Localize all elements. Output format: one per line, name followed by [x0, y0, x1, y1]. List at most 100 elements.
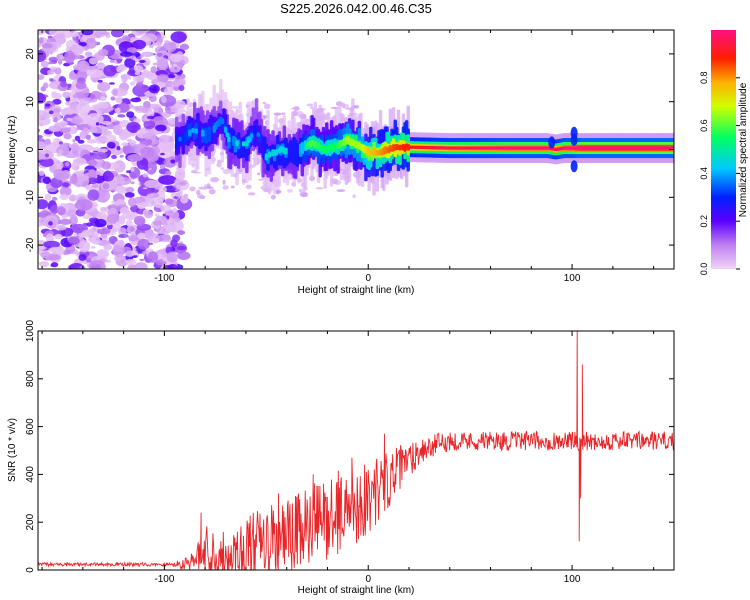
- heatmap-ridge-cell: [284, 147, 288, 155]
- heatmap-noise-cell: [160, 95, 167, 104]
- snr-xlabel: Height of straight line (km): [298, 585, 415, 596]
- heatmap-noise-cell: [146, 110, 155, 118]
- heatmap-noise-cell: [143, 120, 156, 130]
- heatmap-noise-cell: [126, 138, 133, 142]
- heatmap-noise-cell: [42, 176, 51, 184]
- heatmap-halo-cell: [210, 176, 220, 183]
- heatmap-noise-cell: [126, 121, 141, 133]
- heatmap-noise-cell: [100, 95, 107, 102]
- heatmap-noise-cell: [116, 65, 124, 73]
- heatmap-noise-cell: [169, 53, 183, 63]
- heatmap-noise-cell: [65, 101, 71, 106]
- snr-series-line: [38, 331, 674, 570]
- heatmap-noise-cell: [81, 30, 94, 36]
- heatmap-halo-cell: [275, 190, 280, 195]
- heatmap-noise-cell: [44, 193, 52, 201]
- heatmap-noise-cell: [170, 159, 176, 164]
- heatmap-noise-cell: [133, 65, 144, 73]
- snr-ylabel: SNR (10 * v/v): [7, 418, 18, 482]
- heatmap-halo-cell: [235, 108, 239, 115]
- heatmap-xtick-label: 100: [564, 273, 581, 284]
- heatmap-noise-cell: [58, 59, 63, 65]
- heatmap-noise-cell: [170, 222, 175, 226]
- heatmap-noise-cell: [117, 215, 126, 225]
- heatmap-noise-cell: [174, 67, 178, 70]
- heatmap-noise-cell: [63, 205, 67, 209]
- heatmap-noise-cell: [119, 207, 130, 214]
- heatmap-noise-cell: [163, 87, 174, 96]
- heatmap-noise-cell: [109, 82, 115, 85]
- heatmap-noise-cell: [91, 183, 99, 189]
- heatmap-xlabel: Height of straight line (km): [298, 285, 415, 296]
- heatmap-noise-cell: [69, 175, 78, 185]
- heatmap-halo-cell: [352, 194, 357, 199]
- heatmap-halo-cell: [231, 106, 240, 109]
- heatmap-halo-cell: [203, 184, 208, 191]
- heatmap-noise-cell: [116, 145, 121, 151]
- snr-frame: [37, 330, 675, 571]
- heatmap-noise-cell: [176, 245, 187, 251]
- heatmap-halo-cell: [263, 103, 271, 110]
- heatmap-noise-cell: [112, 124, 123, 135]
- heatmap-ridge-cell: [235, 140, 239, 147]
- heatmap-noise-cell: [172, 234, 181, 243]
- heatmap-noise-cell: [143, 62, 149, 66]
- heatmap-noise-cell: [62, 91, 71, 99]
- heatmap-noise-cell: [38, 141, 47, 150]
- heatmap-noise-cell: [88, 159, 98, 167]
- heatmap-noise-cell: [38, 74, 45, 80]
- heatmap-ridge-cell: [183, 131, 187, 146]
- heatmap-noise-cell: [46, 69, 55, 75]
- heatmap-noise-cell: [122, 246, 132, 252]
- heatmap-noise-cell: [172, 207, 177, 213]
- heatmap-noise-cell: [130, 36, 137, 43]
- heatmap-noise-cell: [124, 57, 136, 68]
- heatmap-noise-cell: [78, 108, 83, 113]
- heatmap-noise-cell: [85, 184, 93, 191]
- colorbar-tick-label: 0.6: [699, 119, 709, 132]
- snr-ytick-label: 1000: [25, 319, 36, 342]
- heatmap-noise-cell: [72, 139, 76, 143]
- heatmap-noise-cell: [78, 175, 90, 188]
- heatmap-noise-cell: [96, 136, 107, 143]
- heatmap-noise-cell: [96, 228, 111, 235]
- heatmap-noise-cell: [51, 91, 58, 99]
- heatmap-noise-cell: [132, 39, 147, 50]
- heatmap-xtick-label: 0: [365, 273, 371, 284]
- heatmap-ylabel: Frequency (Hz): [7, 116, 18, 185]
- heatmap-noise-cell: [178, 241, 184, 244]
- heatmap-noise-cell: [90, 246, 96, 249]
- heatmap-noise-cell: [152, 62, 158, 66]
- heatmap-noise-cell: [38, 37, 44, 44]
- heatmap-noise-cell: [85, 38, 97, 49]
- heatmap-noise-cell: [79, 265, 86, 269]
- heatmap-noise-cell: [56, 56, 60, 60]
- heatmap-noise-cell: [121, 142, 129, 147]
- heatmap-noise-cell: [128, 77, 132, 80]
- heatmap-noise-cell: [77, 60, 90, 72]
- heatmap-noise-cell: [68, 236, 80, 245]
- heatmap-ridge-cell: [201, 129, 205, 137]
- heatmap-noise-cell: [60, 81, 68, 88]
- heatmap-noise-cell: [66, 117, 72, 122]
- heatmap-event-cell: [548, 136, 556, 149]
- heatmap-ridge-cell: [241, 141, 246, 147]
- heatmap-noise-cell: [142, 100, 151, 109]
- heatmap-noise-cell: [160, 152, 165, 156]
- heatmap-noise-cell: [160, 186, 167, 193]
- heatmap-noise-cell: [113, 201, 117, 206]
- heatmap-halo-cell: [256, 172, 261, 176]
- heatmap-noise-cell: [170, 31, 187, 43]
- heatmap-noise-cell: [174, 217, 181, 223]
- heatmap-halo-cell: [172, 183, 182, 188]
- heatmap-noise-cell: [148, 84, 160, 94]
- heatmap-noise-cell: [100, 206, 107, 212]
- heatmap-ytick-label: -10: [25, 190, 36, 205]
- heatmap-noise-cell: [49, 204, 59, 214]
- heatmap-halo-cell: [206, 186, 214, 190]
- heatmap-noise-cell: [153, 196, 164, 208]
- heatmap-halo-cell: [306, 103, 314, 107]
- heatmap-noise-cell: [126, 111, 135, 118]
